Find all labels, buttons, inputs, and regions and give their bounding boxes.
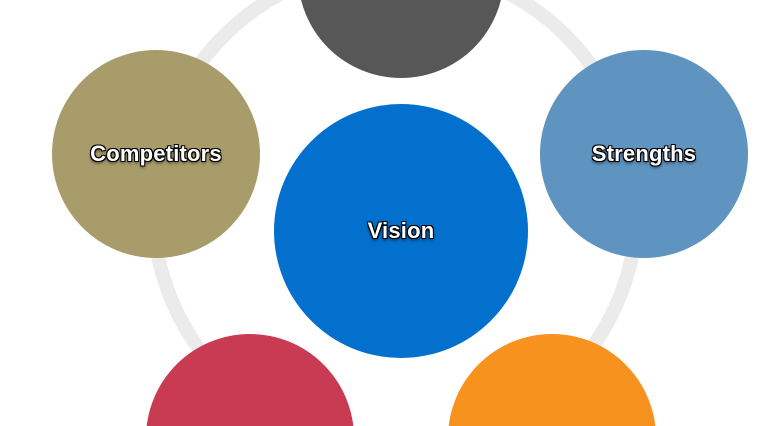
node-strengths-label: Strengths <box>591 141 697 166</box>
node-strengths: Strengths <box>540 50 748 258</box>
node-vision: Vision <box>274 104 528 358</box>
node-vision-label: Vision <box>367 218 435 243</box>
node-competitors-label: Competitors <box>90 141 222 166</box>
node-competitors: Competitors <box>52 50 260 258</box>
